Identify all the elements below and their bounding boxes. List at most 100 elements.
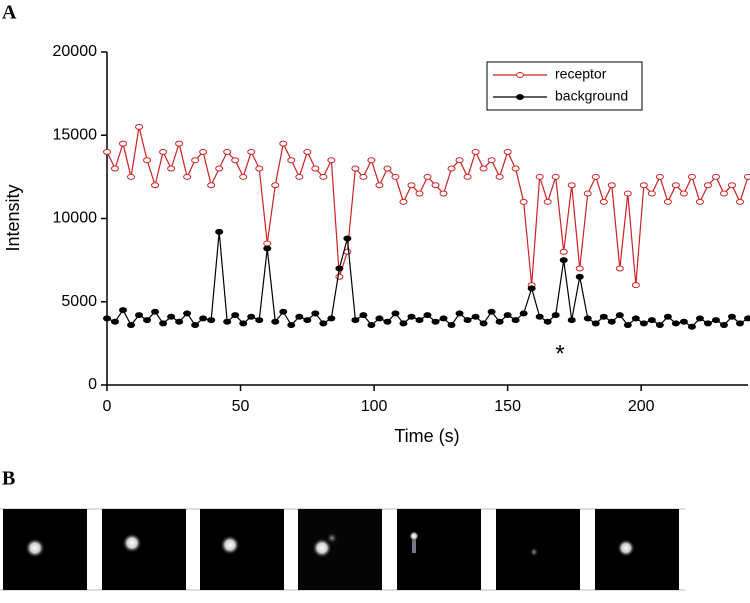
data-point: [680, 191, 687, 196]
data-point: [264, 246, 271, 251]
data-point: [632, 316, 639, 321]
data-point: [152, 309, 159, 314]
data-point: [472, 149, 479, 154]
data-point: [440, 316, 447, 321]
data-point: [280, 309, 287, 314]
x-tick-label: 100: [361, 398, 388, 415]
data-point: [496, 174, 503, 179]
data-point: [232, 313, 239, 318]
legend-label: background: [555, 88, 628, 104]
legend-marker: [517, 73, 524, 78]
data-point: [272, 319, 279, 324]
data-point: [592, 174, 599, 179]
legend-marker: [517, 95, 524, 100]
data-point: [424, 313, 431, 318]
data-point: [672, 321, 679, 326]
x-tick-label: 50: [232, 398, 250, 415]
data-point: [160, 321, 167, 326]
data-point: [576, 266, 583, 271]
data-point: [208, 318, 215, 323]
data-point: [424, 174, 431, 179]
data-point: [664, 314, 671, 319]
data-point: [432, 319, 439, 324]
data-point: [240, 174, 247, 179]
data-point: [440, 191, 447, 196]
data-point: [360, 174, 367, 179]
data-point: [288, 158, 295, 163]
annotation: *: [555, 340, 564, 367]
data-point: [696, 199, 703, 204]
data-point: [248, 149, 255, 154]
data-point: [560, 258, 567, 263]
data-point: [448, 166, 455, 171]
data-point: [104, 316, 111, 321]
data-point: [368, 323, 375, 328]
data-point: [720, 323, 727, 328]
data-point: [192, 158, 199, 163]
data-point: [448, 323, 455, 328]
data-point: [304, 318, 311, 323]
data-point: [336, 266, 343, 271]
data-point: [624, 191, 631, 196]
data-point: [416, 191, 423, 196]
data-point: [696, 316, 703, 321]
data-point: [704, 321, 711, 326]
data-point: [128, 174, 135, 179]
data-point: [200, 316, 207, 321]
data-point: [224, 319, 231, 324]
data-point: [376, 316, 383, 321]
data-point: [616, 313, 623, 318]
data-point: [432, 183, 439, 188]
data-point: [584, 191, 591, 196]
data-point: [240, 321, 247, 326]
data-point: [608, 183, 615, 188]
data-point: [568, 318, 575, 323]
data-point: [600, 314, 607, 319]
data-point: [552, 174, 559, 179]
data-point: [728, 314, 735, 319]
data-point: [504, 313, 511, 318]
data-point: [128, 323, 135, 328]
data-point: [568, 183, 575, 188]
y-tick-label: 0: [88, 376, 97, 393]
data-point: [608, 319, 615, 324]
data-point: [136, 313, 143, 318]
y-tick-label: 15000: [53, 126, 98, 143]
image-strip: [0, 509, 685, 590]
data-point: [736, 321, 743, 326]
x-tick-label: 0: [103, 398, 112, 415]
data-point: [672, 183, 679, 188]
data-point: [560, 249, 567, 254]
data-point: [216, 229, 223, 234]
data-point: [704, 183, 711, 188]
data-point: [736, 199, 743, 204]
data-point: [112, 319, 119, 324]
data-point: [464, 174, 471, 179]
data-point: [488, 158, 495, 163]
data-point: [584, 316, 591, 321]
data-point: [144, 318, 151, 323]
data-point: [400, 321, 407, 326]
data-point: [120, 308, 127, 313]
data-point: [528, 286, 535, 291]
data-point: [480, 166, 487, 171]
data-point: [344, 236, 351, 241]
data-point: [520, 311, 527, 316]
data-point: [376, 183, 383, 188]
data-point: [536, 174, 543, 179]
data-point: [160, 149, 167, 154]
data-point: [712, 318, 719, 323]
data-point: [544, 199, 551, 204]
data-point: [656, 323, 663, 328]
data-point: [392, 174, 399, 179]
data-point: [544, 319, 551, 324]
data-point: [352, 318, 359, 323]
data-point: [200, 149, 207, 154]
data-point: [712, 174, 719, 179]
data-point: [640, 321, 647, 326]
data-point: [408, 183, 415, 188]
data-point: [680, 319, 687, 324]
data-point: [656, 174, 663, 179]
